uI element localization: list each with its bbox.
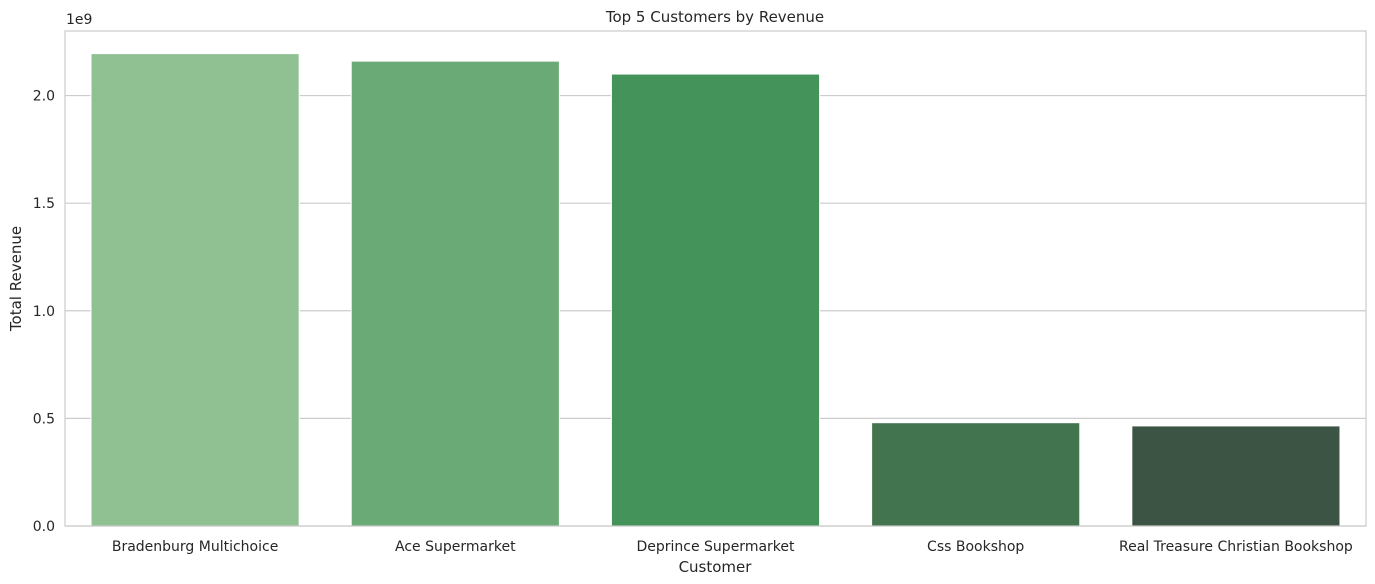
y-tick-label: 2.0 (33, 89, 55, 105)
x-tick-label: Css Bookshop (927, 539, 1024, 555)
y-tick-label: 1.5 (33, 196, 55, 212)
x-tick-label: Bradenburg Multichoice (112, 539, 278, 555)
y-tick-labels: 0.0 0.5 1.0 1.5 2.0 (33, 89, 55, 535)
bar (350, 60, 560, 527)
x-tick-label: Real Treasure Christian Bookshop (1119, 539, 1353, 555)
bar (90, 53, 300, 527)
bars (90, 53, 1341, 527)
bar (610, 73, 821, 527)
y-tick-label: 1.0 (33, 304, 55, 320)
chart-title: Top 5 Customers by Revenue (605, 8, 824, 26)
y-axis-label: Total Revenue (7, 226, 25, 332)
x-tick-label: Deprince Supermarket (636, 539, 795, 555)
bar (1131, 425, 1341, 527)
plot-frame (64, 30, 1367, 527)
y-scale-label: 1e9 (66, 12, 92, 28)
bar (871, 422, 1081, 527)
x-tick-label: Ace Supermarket (395, 539, 516, 555)
y-tick-label: 0.0 (33, 519, 55, 535)
x-tick-labels: Bradenburg Multichoice Ace Supermarket Dep… (112, 539, 1353, 555)
y-tick-label: 0.5 (33, 411, 55, 427)
x-axis-label: Customer (679, 558, 753, 576)
